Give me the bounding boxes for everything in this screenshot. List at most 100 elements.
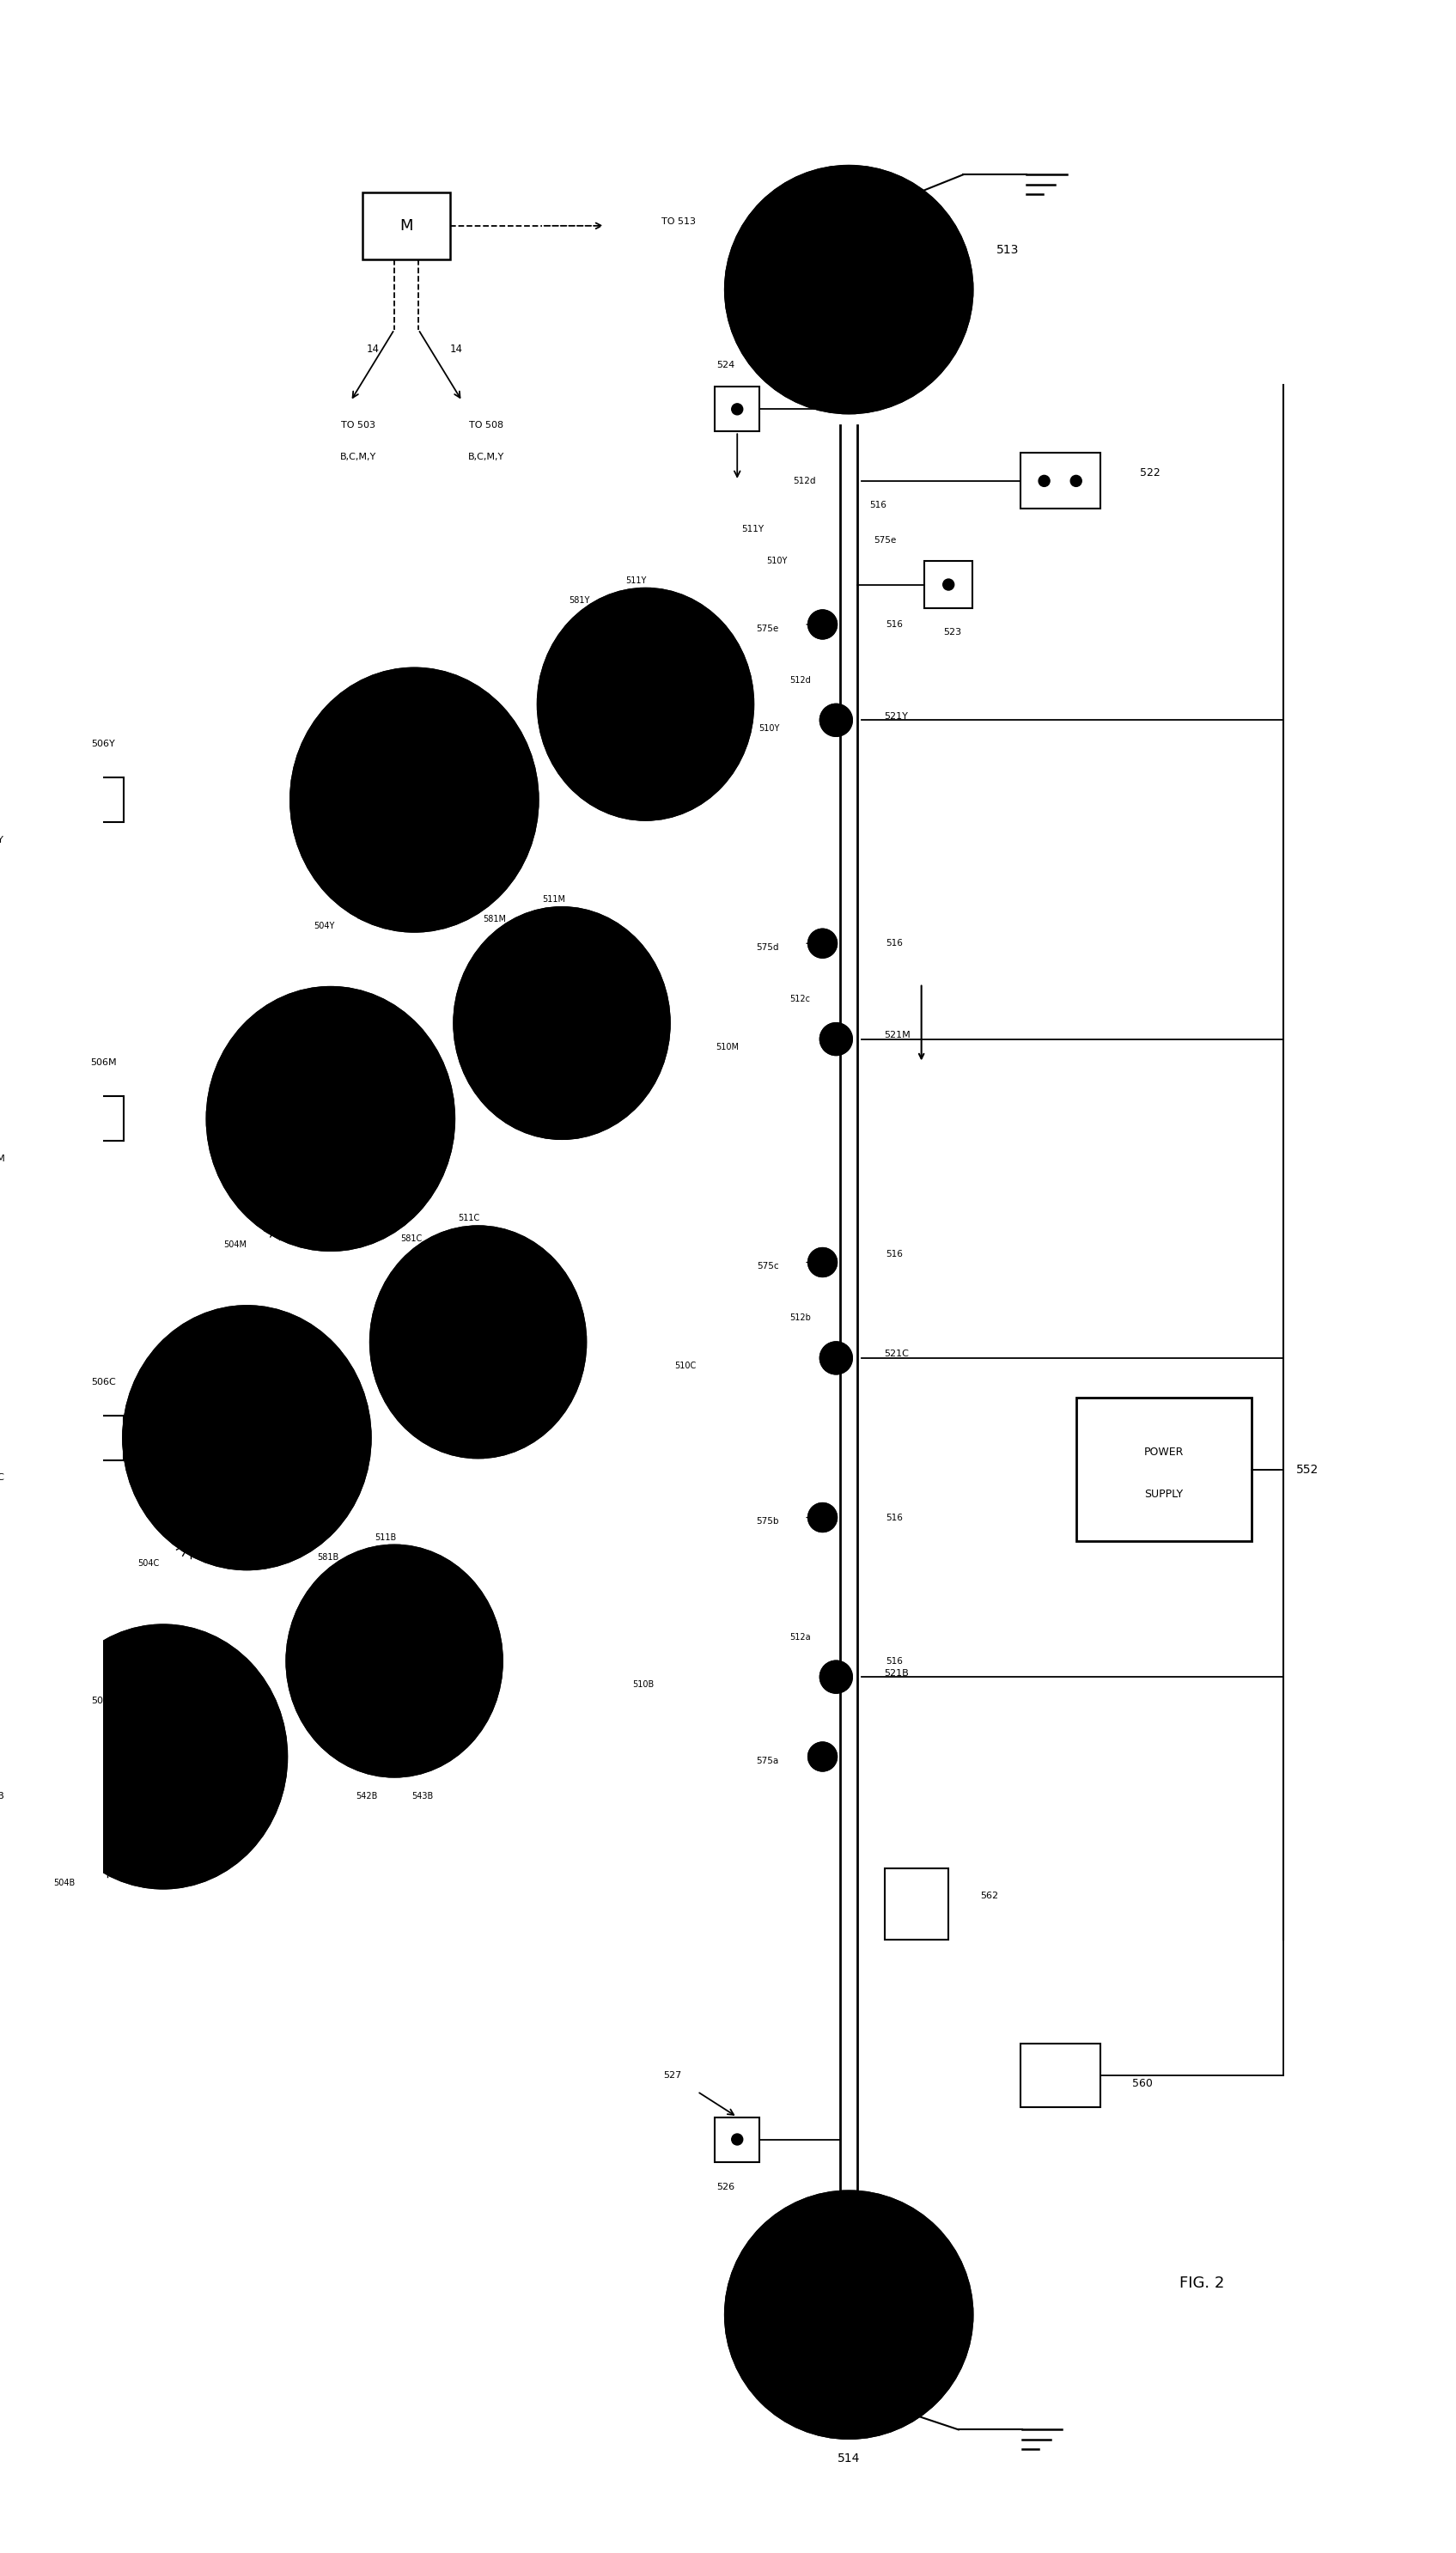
Circle shape [1070, 475, 1082, 488]
Text: 14: 14 [450, 345, 463, 355]
Text: 505C: 505C [214, 1519, 236, 1529]
Text: FIG. 2: FIG. 2 [1179, 2275, 1224, 2290]
Text: 510M: 510M [716, 1042, 738, 1052]
Text: B,C,M,Y: B,C,M,Y [341, 452, 377, 462]
Text: 575e: 575e [874, 536, 897, 544]
Text: 516: 516 [885, 620, 903, 628]
Circle shape [1038, 475, 1050, 488]
Text: 506C: 506C [92, 1379, 115, 1386]
Circle shape [808, 1741, 837, 1772]
Text: 511Y: 511Y [741, 523, 763, 534]
Ellipse shape [725, 166, 973, 414]
Bar [1076, 1399, 1252, 1542]
Circle shape [820, 1343, 852, 1374]
Text: 510Y: 510Y [759, 725, 779, 733]
Text: 526: 526 [716, 2183, 734, 2190]
Text: 512d: 512d [789, 677, 811, 684]
Text: 527: 527 [662, 2070, 681, 2081]
Text: 508Y: 508Y [630, 697, 661, 710]
Bar [83, 779, 124, 822]
Text: 552: 552 [1296, 1463, 1319, 1476]
Bar [83, 1095, 124, 1141]
Text: 522: 522 [1140, 467, 1160, 477]
Text: E: E [402, 1208, 408, 1215]
Ellipse shape [291, 669, 537, 932]
Text: 508C: 508C [463, 1335, 494, 1348]
Circle shape [732, 403, 743, 414]
Text: 14: 14 [367, 345, 380, 355]
Text: E: E [319, 1527, 323, 1534]
Ellipse shape [537, 590, 753, 820]
Text: 516: 516 [885, 1251, 903, 1259]
Text: 508B: 508B [379, 1654, 409, 1667]
Text: 562: 562 [980, 1892, 999, 1899]
Text: 581M: 581M [483, 914, 507, 924]
Ellipse shape [370, 1225, 585, 1458]
Text: 511C: 511C [459, 1215, 480, 1223]
Bar [83, 1733, 124, 1779]
Text: 591B: 591B [0, 1792, 4, 1800]
Text: 575c: 575c [757, 1261, 779, 1271]
Text: SUPPLY: SUPPLY [1144, 1488, 1184, 1499]
Ellipse shape [287, 1545, 502, 1777]
Bar [1021, 2045, 1099, 2109]
Text: 512c: 512c [791, 996, 811, 1003]
Text: 591C: 591C [0, 1473, 4, 1481]
Text: 512d: 512d [794, 477, 817, 485]
Text: 575b: 575b [756, 1516, 779, 1527]
Text: 543B: 543B [412, 1792, 432, 1800]
Text: TO 513: TO 513 [661, 217, 696, 227]
Text: 514: 514 [837, 2453, 860, 2464]
Text: 512d: 512d [801, 365, 826, 373]
Text: 523: 523 [943, 628, 961, 636]
Circle shape [808, 1248, 837, 1276]
Text: 503C: 503C [230, 1432, 264, 1445]
Text: 521M: 521M [884, 1031, 910, 1039]
Ellipse shape [207, 988, 454, 1251]
Text: 591M: 591M [0, 1154, 4, 1164]
Text: 575a: 575a [756, 1756, 779, 1764]
Text: M: M [400, 217, 414, 232]
Text: 506Y: 506Y [92, 740, 115, 748]
Ellipse shape [39, 1626, 287, 1889]
Ellipse shape [454, 906, 670, 1139]
Bar [363, 191, 450, 260]
Text: 581B: 581B [317, 1552, 339, 1562]
Text: B,C,M,Y: B,C,M,Y [467, 452, 504, 462]
Text: 504B: 504B [54, 1879, 76, 1887]
Text: 508M: 508M [546, 1016, 578, 1029]
Text: 504C: 504C [137, 1560, 159, 1568]
Text: 560: 560 [1131, 2078, 1152, 2088]
Text: E: E [234, 1843, 240, 1853]
Bar [1021, 452, 1099, 508]
Ellipse shape [124, 1307, 370, 1570]
Text: 503Y: 503Y [397, 794, 431, 807]
Text: 512a: 512a [789, 1634, 811, 1642]
Text: 541B: 541B [396, 1736, 418, 1746]
Circle shape [808, 610, 837, 638]
Text: 503B: 503B [146, 1751, 181, 1764]
Text: 510Y: 510Y [767, 557, 788, 564]
Circle shape [808, 929, 837, 957]
Circle shape [943, 580, 954, 590]
Text: 516: 516 [869, 500, 887, 508]
Text: 503M: 503M [313, 1113, 348, 1126]
Text: 521B: 521B [884, 1670, 909, 1677]
Circle shape [732, 2134, 743, 2145]
Circle shape [820, 1024, 852, 1054]
Ellipse shape [725, 2190, 973, 2438]
Bar [925, 562, 973, 608]
Text: POWER: POWER [1144, 1448, 1184, 1458]
Text: 591Y: 591Y [0, 835, 4, 845]
Text: E: E [486, 888, 491, 896]
Circle shape [820, 1662, 852, 1693]
Text: 504M: 504M [224, 1241, 248, 1248]
Text: 581Y: 581Y [569, 597, 590, 605]
Text: TO 503: TO 503 [341, 421, 376, 429]
Text: 521Y: 521Y [884, 712, 909, 720]
Text: 505Y: 505Y [389, 881, 409, 891]
Text: 505M: 505M [301, 1200, 325, 1210]
Text: 516: 516 [885, 940, 903, 947]
Text: 521C: 521C [884, 1351, 909, 1358]
Bar [715, 2116, 760, 2162]
